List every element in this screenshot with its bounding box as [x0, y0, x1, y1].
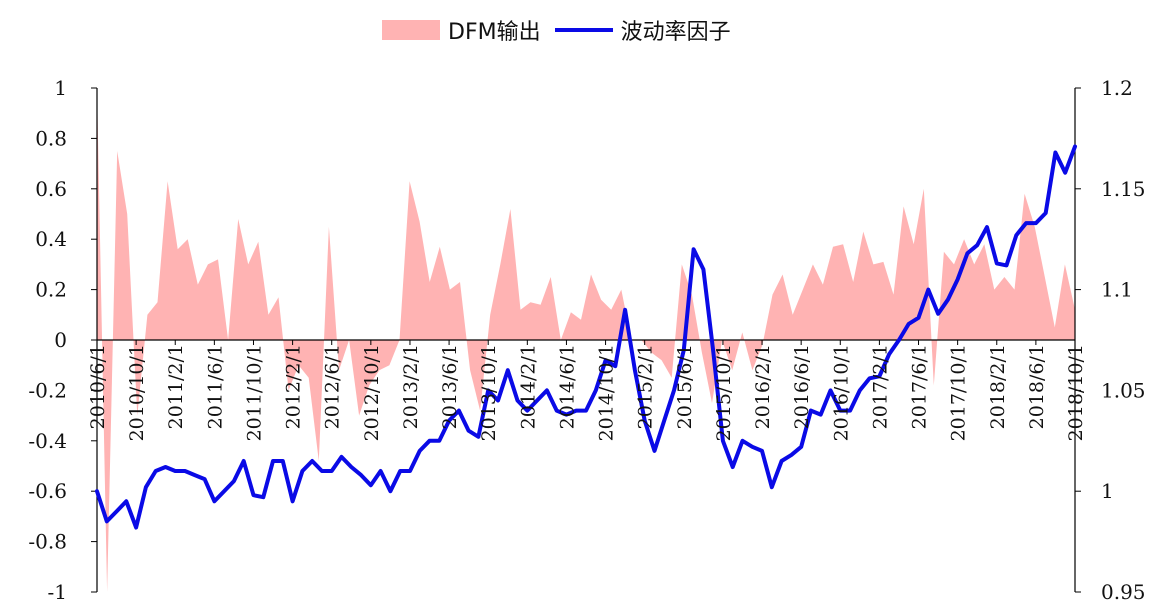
x-tick-label: 2018/10/1 — [1065, 344, 1087, 441]
right-tick-label: 1.05 — [1101, 378, 1146, 402]
legend-swatch-line — [554, 28, 613, 32]
x-tick-label: 2017/10/1 — [948, 344, 970, 441]
axis-layer: 1 0.8 0.6 0.4 0.2 0 -0.2 -0.4 -0.6 -0.8 -1 1.2 1.15 1… — [28, 76, 1145, 604]
legend-swatch-area — [382, 20, 440, 40]
x-tick-label: 2013/2/1 — [400, 344, 422, 429]
left-tick-label: -0.2 — [28, 378, 67, 402]
line-series-layer — [95, 144, 1077, 530]
x-tick-label: 2016/6/1 — [791, 344, 813, 429]
right-tick-label: 0.95 — [1101, 580, 1146, 604]
x-tick-label: 2010/6/1 — [87, 344, 109, 429]
volatility-factor-line — [95, 144, 1077, 530]
x-tick-label: 2018/6/1 — [1026, 344, 1048, 429]
x-tick-label: 2015/2/1 — [635, 344, 657, 429]
x-tick-label: 2012/10/1 — [361, 344, 383, 441]
x-tick-label: 2016/10/1 — [830, 344, 852, 441]
x-tick-label: 2017/2/1 — [869, 344, 891, 429]
left-tick-label: 0 — [54, 328, 67, 352]
x-tick-labels-layer: 2010/6/1 2010/10/1 2011/2/1 2011/6/1 2011/10… — [87, 344, 1087, 441]
x-tick-label: 2017/6/1 — [909, 344, 931, 429]
x-tick-label: 2015/6/1 — [674, 344, 696, 429]
left-tick-label: 1 — [54, 76, 67, 100]
left-tick-label: 0.4 — [35, 227, 67, 251]
x-tick-label: 2013/6/1 — [439, 344, 461, 429]
legend-item-volatility: 波动率因子 — [554, 14, 731, 46]
legend-label-dfm: DFM输出 — [448, 20, 541, 45]
x-tick-label: 2011/6/1 — [204, 344, 226, 429]
x-tick-label: 2011/10/1 — [243, 344, 265, 441]
legend-item-dfm: DFM输出 — [382, 14, 541, 46]
left-tick-label: 0.6 — [35, 177, 67, 201]
left-tick-label: 0.2 — [35, 278, 67, 302]
right-tick-label: 1 — [1101, 479, 1114, 503]
x-tick-label: 2016/2/1 — [752, 344, 774, 429]
x-tick-label: 2015/10/1 — [713, 344, 735, 441]
legend-label-volatility: 波动率因子 — [620, 20, 731, 45]
right-tick-label: 1.1 — [1101, 278, 1133, 302]
x-tick-label: 2012/2/1 — [283, 344, 305, 429]
left-tick-label: 0.8 — [35, 126, 67, 150]
x-tick-label: 2014/6/1 — [556, 344, 578, 429]
left-tick-label: -0.8 — [28, 530, 67, 554]
left-tick-label: -1 — [48, 580, 67, 604]
x-tick-label: 2012/6/1 — [322, 344, 344, 429]
left-tick-label: -0.6 — [28, 479, 67, 503]
left-tick-label: -0.4 — [28, 429, 67, 453]
x-tick-label: 2010/10/1 — [126, 344, 148, 441]
right-tick-label: 1.15 — [1101, 177, 1146, 201]
x-tick-label: 2018/2/1 — [987, 344, 1009, 429]
x-tick-label: 2014/2/1 — [517, 344, 539, 429]
x-tick-label: 2013/10/1 — [478, 344, 500, 441]
x-tick-label: 2011/2/1 — [165, 344, 187, 429]
x-tick-label: 2014/10/1 — [596, 344, 618, 441]
right-tick-label: 1.2 — [1101, 76, 1133, 100]
legend: DFM输出 波动率因子 — [382, 14, 731, 46]
